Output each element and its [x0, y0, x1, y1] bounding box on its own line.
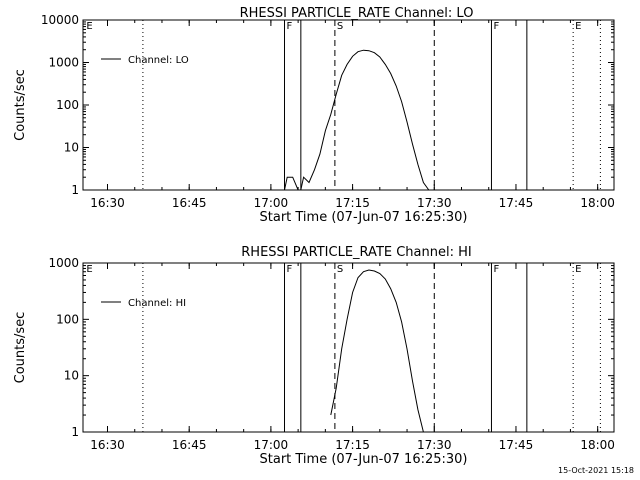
x-tick-label: 16:30	[90, 196, 125, 210]
series-line-1	[330, 269, 424, 433]
series-line-1	[284, 49, 430, 191]
x-tick-label: 16:30	[90, 438, 125, 452]
x-tick-label: 17:15	[335, 196, 370, 210]
chart-title: RHESSI PARTICLE_RATE Channel: HI	[241, 245, 471, 260]
x-tick-label: 18:00	[580, 438, 615, 452]
y-axis-label: Counts/sec	[13, 69, 28, 141]
y-tick-label: 10	[64, 369, 79, 383]
x-tick-label: 17:45	[499, 438, 534, 452]
plot-frame	[82, 262, 615, 433]
flag-label: F	[493, 264, 499, 275]
y-tick-label: 1	[71, 425, 79, 439]
x-tick-label: 17:00	[254, 196, 289, 210]
flag-label: S	[337, 264, 343, 275]
x-tick-label: 18:00	[580, 196, 615, 210]
x-tick-label: 17:45	[499, 196, 534, 210]
chart-panel-1: RHESSI PARTICLE_RATE Channel: LO 1 10 100 10…	[13, 6, 615, 225]
y-axis-label: Counts/sec	[13, 312, 28, 384]
x-tick-label: 17:30	[417, 196, 452, 210]
x-axis-label: Start Time (07-Jun-07 16:25:30)	[260, 452, 468, 467]
x-tick-label: 16:45	[172, 438, 207, 452]
flag-label: E	[86, 21, 92, 32]
chart-title: RHESSI PARTICLE_RATE Channel: LO	[240, 6, 474, 21]
timestamp-stamp: 15-Oct-2021 15:18	[558, 466, 634, 475]
legend-entry: Channel: HI	[128, 298, 186, 309]
x-tick-label: 17:00	[254, 438, 289, 452]
y-tick-label: 1000	[48, 56, 79, 70]
legend-entry: Channel: LO	[128, 55, 189, 66]
plot-frame	[82, 19, 615, 191]
x-axis-label: Start Time (07-Jun-07 16:25:30)	[260, 210, 468, 225]
flag-label: E	[575, 264, 581, 275]
x-tick-label: 17:30	[417, 438, 452, 452]
y-tick-label: 1	[71, 183, 79, 197]
y-tick-label: 1000	[48, 256, 79, 270]
chart-panel-2: RHESSI PARTICLE_RATE Channel: HI 1 10 100 10…	[13, 245, 615, 467]
y-tick-label: 100	[56, 312, 79, 326]
y-tick-label: 10	[64, 141, 79, 155]
flag-label: F	[493, 21, 499, 32]
flag-label: S	[337, 21, 343, 32]
x-tick-label: 17:15	[335, 438, 370, 452]
y-tick-label: 100	[56, 98, 79, 112]
y-tick-label: 10000	[41, 13, 79, 27]
flag-label: E	[86, 264, 92, 275]
flag-label: E	[575, 21, 581, 32]
flag-label: F	[287, 21, 293, 32]
x-tick-label: 16:45	[172, 196, 207, 210]
flag-label: F	[287, 264, 293, 275]
